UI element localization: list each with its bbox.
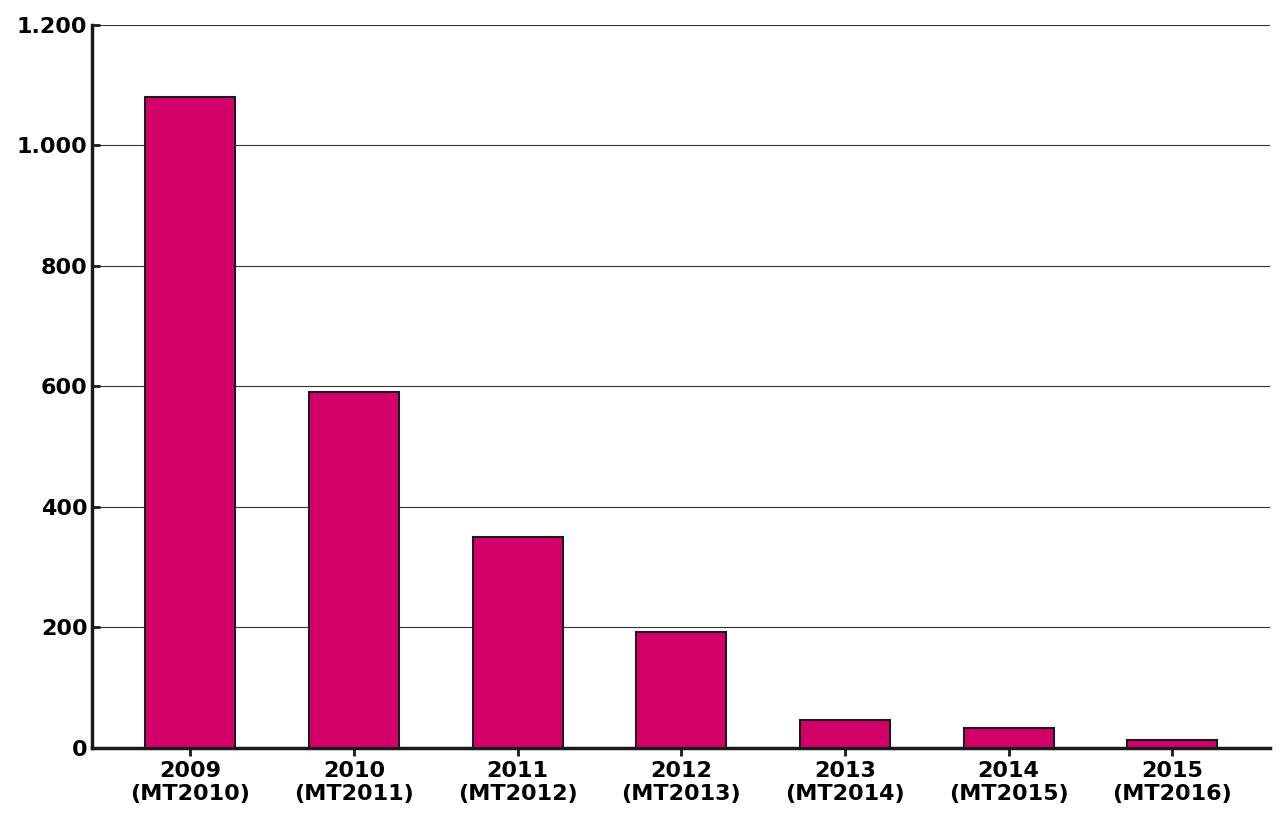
Bar — [145, 97, 236, 748]
Bar — [636, 631, 726, 748]
Bar — [1127, 740, 1218, 748]
Bar — [472, 537, 562, 748]
Bar — [309, 392, 399, 748]
Bar — [801, 720, 889, 748]
Bar — [964, 728, 1054, 748]
